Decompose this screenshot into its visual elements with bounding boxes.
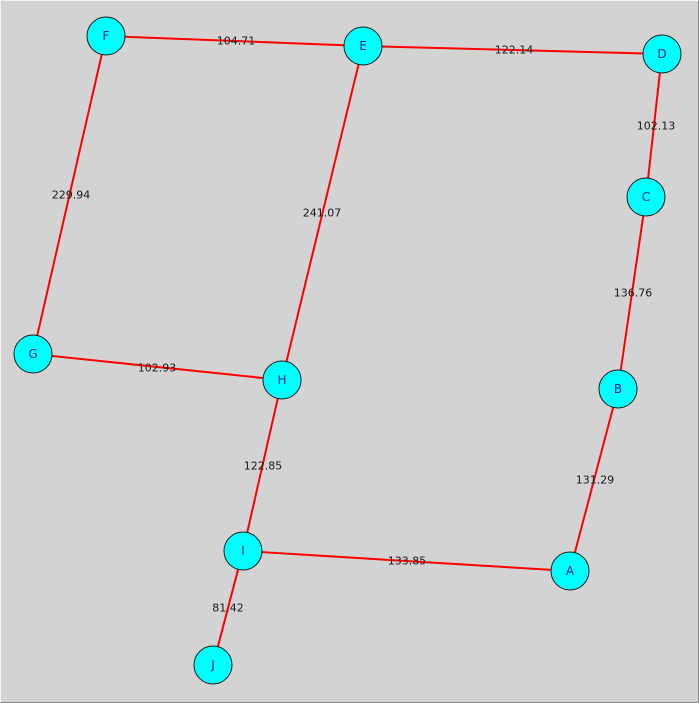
edge-H-E <box>281 45 364 381</box>
node-B[interactable]: B <box>598 369 638 409</box>
node-label-F: F <box>103 29 110 43</box>
edge-C-B <box>617 196 647 390</box>
nodes-layer: F E D C B A G H I J <box>13 16 682 685</box>
edge-weight-I-H: 122.85 <box>244 460 283 473</box>
node-label-G: G <box>28 347 37 361</box>
node-F[interactable]: F <box>86 16 126 56</box>
edge-weight-C-B: 136.76 <box>614 287 653 300</box>
edge-H-G <box>32 353 283 381</box>
edge-I-H <box>242 379 283 552</box>
node-label-I: I <box>241 544 245 558</box>
edge-I-J <box>212 550 244 666</box>
edge-weight-B-A: 131.29 <box>576 474 615 487</box>
edges-layer <box>32 35 663 666</box>
node-label-A: A <box>566 564 575 578</box>
node-D[interactable]: D <box>642 34 682 74</box>
node-G[interactable]: G <box>13 334 53 374</box>
node-circle-B[interactable] <box>598 369 638 409</box>
edge-G-F <box>32 35 107 355</box>
edge-F-E <box>105 35 364 47</box>
node-I[interactable]: I <box>223 531 263 571</box>
node-label-E: E <box>359 39 367 53</box>
node-circle-I[interactable] <box>223 531 263 571</box>
edge-weight-I-J: 81.42 <box>212 602 244 615</box>
edge-weight-E-D: 122.14 <box>495 44 534 57</box>
node-label-H: H <box>277 373 286 387</box>
node-circle-H[interactable] <box>262 360 302 400</box>
node-circle-F[interactable] <box>86 16 126 56</box>
node-circle-J[interactable] <box>193 645 233 685</box>
node-circle-E[interactable] <box>343 26 383 66</box>
node-circle-D[interactable] <box>642 34 682 74</box>
node-circle-G[interactable] <box>13 334 53 374</box>
edge-weight-H-E: 241.07 <box>303 207 342 220</box>
edge-weight-F-E: 104.71 <box>217 35 256 48</box>
edge-D-C <box>645 53 663 198</box>
edge-A-I <box>242 550 571 572</box>
edge-weight-G-F: 229.94 <box>52 189 91 202</box>
edge-weight-A-I: 133.85 <box>388 555 427 568</box>
node-label-B: B <box>614 382 622 396</box>
node-circle-C[interactable] <box>626 177 666 217</box>
node-circle-A[interactable] <box>550 551 590 591</box>
edge-labels-layer: 104.71 122.14 102.13 136.76 131.29 133.85 81.4… <box>52 35 676 615</box>
node-label-D: D <box>657 47 666 61</box>
node-label-J: J <box>210 658 215 672</box>
node-A[interactable]: A <box>550 551 590 591</box>
node-label-C: C <box>642 190 650 204</box>
edge-B-A <box>569 388 619 572</box>
edge-weight-H-G: 102.93 <box>138 362 177 375</box>
node-E[interactable]: E <box>343 26 383 66</box>
node-C[interactable]: C <box>626 177 666 217</box>
edge-weight-D-C: 102.13 <box>637 120 676 133</box>
node-H[interactable]: H <box>262 360 302 400</box>
node-J[interactable]: J <box>193 645 233 685</box>
edge-E-D <box>362 45 663 55</box>
